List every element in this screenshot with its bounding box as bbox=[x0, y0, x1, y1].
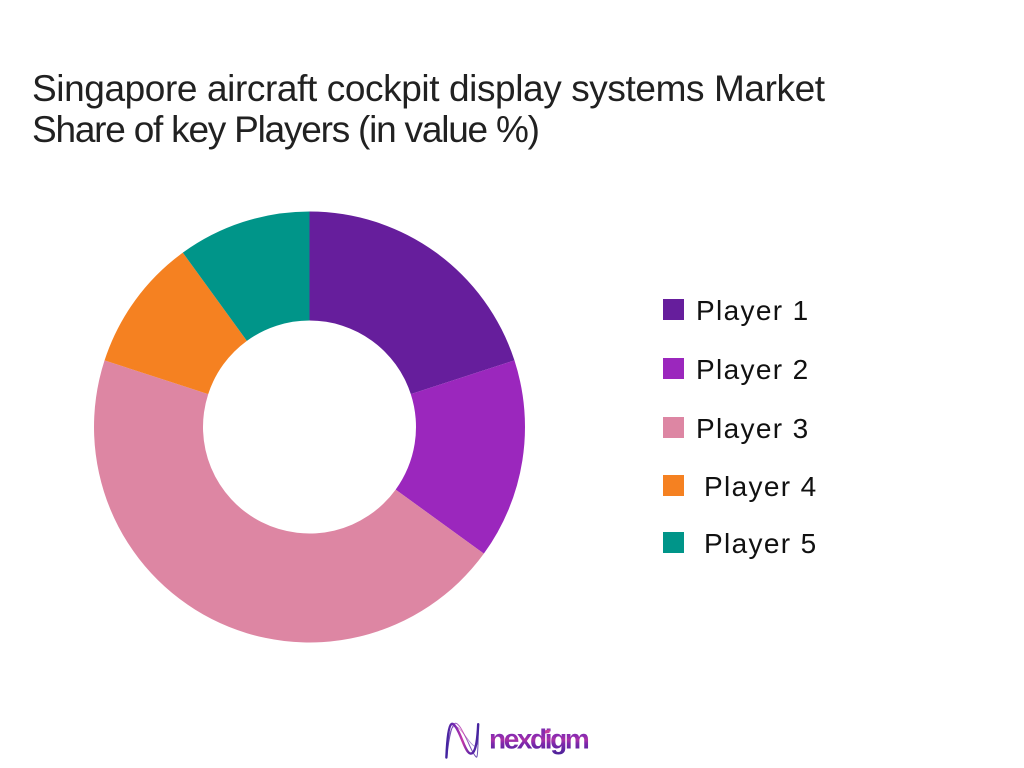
svg-text:nexdigm: nexdigm bbox=[489, 723, 589, 754]
